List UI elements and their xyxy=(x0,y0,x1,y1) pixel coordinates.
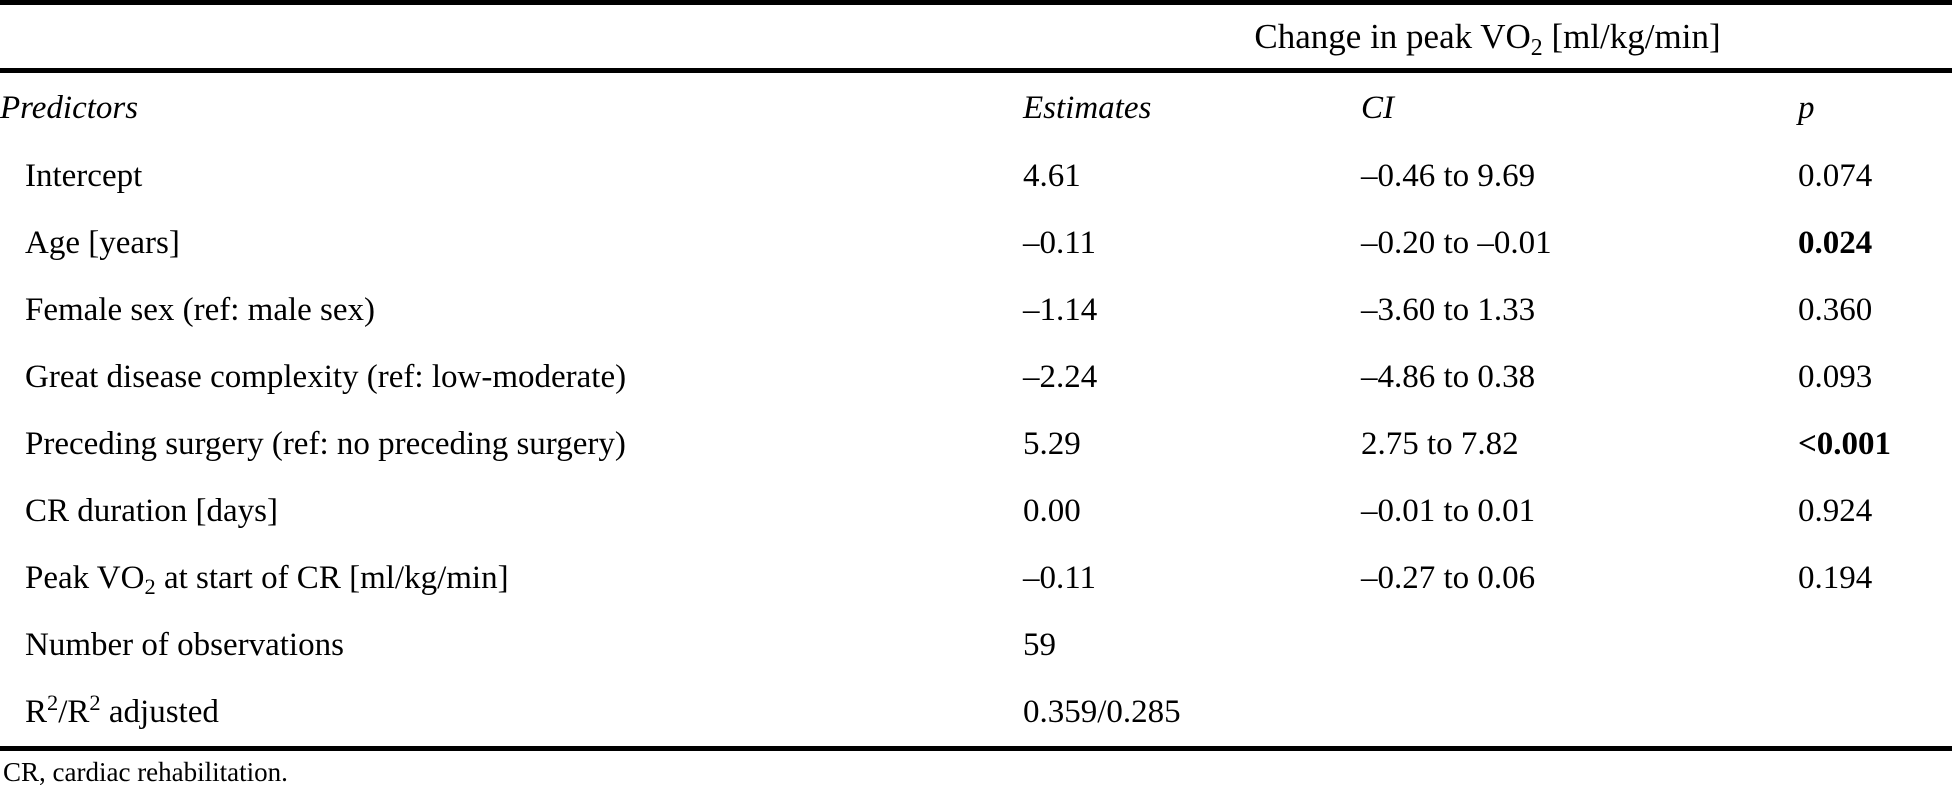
spanner-header-row: Change in peak VO2 [ml/kg/min] xyxy=(0,2,1952,73)
predictor-label: R2/R2 adjusted xyxy=(0,679,1023,749)
table-row-r-squared: R2/R2 adjusted 0.359/0.285 xyxy=(0,679,1952,749)
ci-value: –0.27 to 0.06 xyxy=(1361,560,1536,596)
label-superscript-2: 2 xyxy=(89,689,101,715)
table-row-observations: Number of observations 59 xyxy=(0,612,1952,679)
ci-value xyxy=(1361,679,1798,749)
label-superscript-1: 2 xyxy=(47,689,59,715)
p-value: 0.360 xyxy=(1798,292,1873,328)
ci-value: –0.46 to 9.69 xyxy=(1361,158,1536,194)
estimate-value: –0.11 xyxy=(1023,560,1097,596)
estimate-value: 0.00 xyxy=(1023,493,1081,529)
dependent-variable-heading: Change in peak VO2 [ml/kg/min] xyxy=(1023,2,1952,73)
regression-results-table: Change in peak VO2 [ml/kg/min] Predictor… xyxy=(0,0,1952,751)
label-text-post: adjusted xyxy=(100,694,219,730)
column-header-predictors: Predictors xyxy=(0,89,139,126)
column-header-row: Predictors Estimates CI p xyxy=(0,71,1952,144)
table-footnote: CR, cardiac rehabilitation. xyxy=(3,757,288,785)
ci-value: –0.01 to 0.01 xyxy=(1361,493,1536,529)
column-header-p: p xyxy=(1798,89,1815,126)
estimate-value: –0.11 xyxy=(1023,225,1097,261)
ci-value xyxy=(1361,612,1798,679)
table-row-intercept: Intercept 4.61 –0.46 to 9.69 0.074 xyxy=(0,143,1952,210)
label-text-post: at start of CR [ml/kg/min] xyxy=(155,560,509,596)
predictor-label: Preceding surgery (ref: no preceding sur… xyxy=(25,426,626,462)
p-value: 0.194 xyxy=(1798,560,1873,596)
column-header-estimates: Estimates xyxy=(1023,89,1152,126)
predictor-label: CR duration [days] xyxy=(25,493,278,529)
estimate-value: –1.14 xyxy=(1023,292,1098,328)
table-row-preceding-surgery: Preceding surgery (ref: no preceding sur… xyxy=(0,411,1952,478)
ci-value: 2.75 to 7.82 xyxy=(1361,426,1519,462)
ci-value: –3.60 to 1.33 xyxy=(1361,292,1536,328)
p-value: 0.924 xyxy=(1798,493,1873,529)
p-value: <0.001 xyxy=(1798,426,1892,462)
table-row-age: Age [years] –0.11 –0.20 to –0.01 0.024 xyxy=(0,210,1952,277)
predictor-label: Age [years] xyxy=(25,225,180,261)
table-row-cr-duration: CR duration [days] 0.00 –0.01 to 0.01 0.… xyxy=(0,478,1952,545)
estimate-value: 0.359/0.285 xyxy=(1023,694,1181,730)
estimate-value: 5.29 xyxy=(1023,426,1081,462)
label-text-pre: Peak VO xyxy=(25,560,145,596)
p-value xyxy=(1798,679,1952,749)
spanner-text-pre: Change in peak VO xyxy=(1254,17,1531,56)
spanner-text-post: [ml/kg/min] xyxy=(1542,17,1721,56)
estimate-value: –2.24 xyxy=(1023,359,1098,395)
predictor-label: Great disease complexity (ref: low-moder… xyxy=(25,359,627,395)
label-subscript: 2 xyxy=(144,574,156,600)
label-text-r1: R xyxy=(25,694,48,730)
p-value: 0.074 xyxy=(1798,158,1873,194)
spanner-subscript: 2 xyxy=(1530,34,1543,61)
p-value xyxy=(1798,612,1952,679)
predictor-label: Intercept xyxy=(25,158,143,194)
table-row-peak-vo2-start: Peak VO2 at start of CR [ml/kg/min] –0.1… xyxy=(0,545,1952,612)
spanner-empty-cell xyxy=(0,2,1023,73)
table-row-disease-complexity: Great disease complexity (ref: low-moder… xyxy=(0,344,1952,411)
p-value: 0.024 xyxy=(1798,225,1873,261)
ci-value: –0.20 to –0.01 xyxy=(1361,225,1552,261)
table-row-female-sex: Female sex (ref: male sex) –1.14 –3.60 t… xyxy=(0,277,1952,344)
predictor-label: Peak VO2 at start of CR [ml/kg/min] xyxy=(0,545,1023,612)
label-text-mid: /R xyxy=(58,694,90,730)
predictor-label: Number of observations xyxy=(25,627,344,663)
estimate-value: 4.61 xyxy=(1023,158,1081,194)
estimate-value: 59 xyxy=(1023,627,1056,663)
ci-value: –4.86 to 0.38 xyxy=(1361,359,1536,395)
predictor-label: Female sex (ref: male sex) xyxy=(25,292,376,328)
column-header-ci: CI xyxy=(1361,89,1394,126)
p-value: 0.093 xyxy=(1798,359,1873,395)
